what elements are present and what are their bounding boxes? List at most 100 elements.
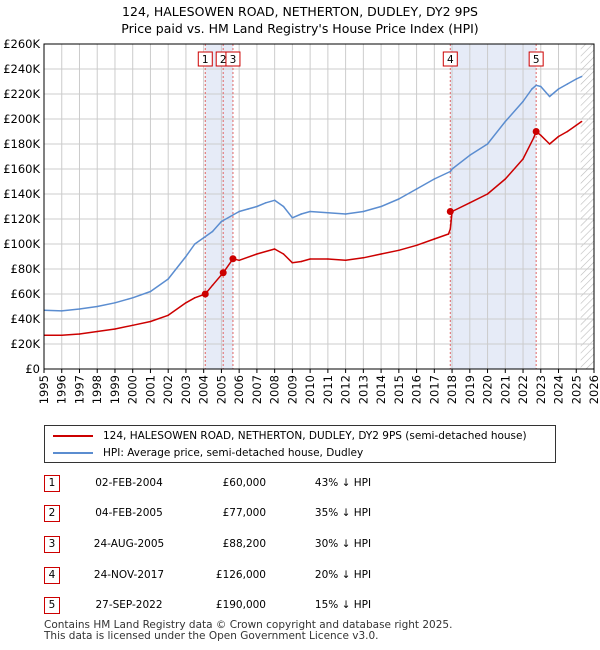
transaction-price: £60,000 bbox=[222, 477, 266, 489]
property-data-point bbox=[415, 244, 418, 247]
x-tick-label: 2015 bbox=[392, 375, 406, 404]
hpi-data-point bbox=[220, 220, 223, 223]
chart-legend: 124, HALESOWEN ROAD, NETHERTON, DUDLEY, … bbox=[44, 425, 556, 463]
transaction-hpi-diff: 30% ↓ HPI bbox=[314, 538, 372, 550]
x-tick-label: 2004 bbox=[197, 375, 211, 404]
x-tick-label: 2001 bbox=[143, 375, 157, 404]
table-row: 3 24-AUG-2005 £88,200 30% ↓ HPI bbox=[44, 535, 554, 555]
transaction-number: 3 bbox=[44, 536, 60, 553]
property-data-point bbox=[449, 228, 452, 230]
hpi-data-point bbox=[433, 178, 436, 180]
hpi-data-point bbox=[78, 308, 81, 310]
y-tick-label: £200K bbox=[3, 112, 40, 126]
hpi-data-point bbox=[247, 208, 249, 210]
hpi-data-point bbox=[185, 255, 187, 258]
shaded-range bbox=[450, 44, 537, 369]
hpi-data-point bbox=[539, 85, 542, 88]
transaction-number: 4 bbox=[44, 567, 60, 584]
property-data-point bbox=[60, 334, 63, 337]
legend-swatch-property bbox=[53, 435, 93, 437]
x-tick-label: 2010 bbox=[303, 375, 317, 404]
property-data-point bbox=[96, 330, 99, 333]
hpi-data-point bbox=[504, 120, 507, 123]
x-tick-label: 2018 bbox=[445, 375, 459, 404]
y-tick-label: £0 bbox=[25, 362, 40, 376]
property-data-point bbox=[194, 296, 196, 299]
property-data-point bbox=[282, 253, 285, 255]
y-tick-label: £120K bbox=[3, 212, 40, 226]
sale-point-marker bbox=[446, 208, 454, 215]
transaction-price: £190,000 bbox=[215, 599, 266, 611]
x-tick-label: 2002 bbox=[161, 375, 175, 404]
legend-swatch-hpi bbox=[53, 452, 93, 454]
property-data-point bbox=[486, 193, 489, 195]
x-tick-label: 2003 bbox=[179, 375, 193, 404]
hpi-data-point bbox=[522, 100, 524, 103]
chart-title: 124, HALESOWEN ROAD, NETHERTON, DUDLEY, … bbox=[0, 3, 600, 37]
x-tick-label: 2012 bbox=[339, 375, 353, 404]
hpi-data-point bbox=[60, 310, 63, 312]
x-tick-label: 2014 bbox=[374, 375, 388, 404]
x-tick-label: 1997 bbox=[72, 375, 86, 404]
y-tick-label: £40K bbox=[11, 312, 41, 326]
x-tick-label: 2023 bbox=[534, 375, 548, 404]
hpi-data-point bbox=[535, 84, 537, 87]
y-tick-label: £220K bbox=[3, 87, 40, 101]
sale-point-marker bbox=[201, 290, 209, 298]
table-row: 5 27-SEP-2022 £190,000 15% ↓ HPI bbox=[44, 596, 554, 616]
x-tick-label: 1996 bbox=[55, 375, 69, 404]
x-tick-label: 2011 bbox=[321, 375, 335, 404]
property-data-point bbox=[167, 314, 169, 317]
hpi-data-point bbox=[264, 201, 267, 204]
x-tick-label: 2007 bbox=[250, 375, 264, 404]
hpi-data-point bbox=[398, 198, 400, 200]
sale-point-marker bbox=[532, 128, 540, 135]
hpi-data-point bbox=[300, 213, 303, 215]
property-data-point bbox=[398, 249, 400, 252]
hpi-data-point bbox=[531, 88, 533, 90]
property-data-point bbox=[532, 136, 535, 139]
property-data-point bbox=[238, 259, 240, 262]
marker-label: 4 bbox=[447, 54, 454, 66]
y-tick-label: £100K bbox=[3, 237, 40, 251]
marker-label-box bbox=[442, 51, 458, 67]
marker-label-box bbox=[225, 51, 241, 67]
transaction-number: 1 bbox=[44, 475, 60, 492]
property-data-point bbox=[380, 253, 382, 255]
x-tick-label: 2026 bbox=[587, 375, 600, 404]
hpi-data-point bbox=[291, 216, 294, 219]
hpi-data-point bbox=[575, 78, 578, 80]
property-data-point bbox=[557, 135, 560, 138]
hpi-data-point bbox=[449, 170, 452, 173]
transaction-hpi-diff: 15% ↓ HPI bbox=[314, 599, 372, 611]
y-tick-label: £160K bbox=[3, 162, 40, 176]
property-data-point bbox=[131, 324, 134, 327]
hpi-data-point bbox=[229, 215, 232, 218]
transaction-price: £126,000 bbox=[215, 569, 266, 581]
transaction-hpi-diff: 43% ↓ HPI bbox=[314, 477, 372, 489]
y-tick-label: £140K bbox=[3, 187, 40, 201]
property-data-point bbox=[185, 301, 187, 304]
x-tick-label: 2022 bbox=[516, 375, 530, 404]
property-data-point bbox=[580, 120, 583, 123]
x-tick-label: 2024 bbox=[552, 375, 566, 404]
x-tick-label: 2013 bbox=[356, 375, 370, 404]
property-data-point bbox=[300, 260, 303, 263]
price-chart: £0 £20K £40K £60K £80K £100K £120K £140K £160K £1… bbox=[3, 37, 600, 404]
property-data-point bbox=[575, 124, 578, 127]
hpi-data-point bbox=[309, 210, 311, 213]
hpi-data-point bbox=[282, 205, 285, 208]
hpi-data-point bbox=[557, 88, 560, 90]
transaction-date: 04-FEB-2005 bbox=[95, 507, 163, 519]
y-tick-label: £260K bbox=[3, 37, 40, 51]
plot-frame bbox=[43, 43, 595, 370]
hpi-data-point bbox=[238, 210, 240, 213]
y-tick-label: £180K bbox=[3, 137, 40, 151]
x-tick-label: 2008 bbox=[268, 375, 282, 404]
hpi-data-point bbox=[451, 168, 453, 170]
legend-item-hpi: HPI: Average price, semi-detached house,… bbox=[53, 445, 363, 461]
x-tick-label: 2009 bbox=[285, 375, 299, 404]
x-tick-label: 2016 bbox=[410, 375, 424, 404]
x-tick-label: 2017 bbox=[427, 375, 441, 404]
x-tick-label: 2025 bbox=[569, 375, 583, 404]
